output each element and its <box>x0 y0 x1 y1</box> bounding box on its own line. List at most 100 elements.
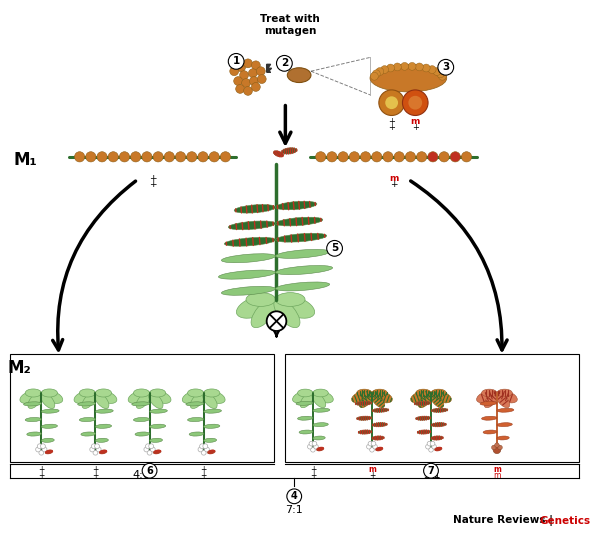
Circle shape <box>236 63 245 72</box>
Circle shape <box>257 75 266 83</box>
Circle shape <box>429 448 433 452</box>
Ellipse shape <box>287 68 311 82</box>
Circle shape <box>277 55 292 71</box>
Text: m: m <box>493 465 501 474</box>
Circle shape <box>406 152 416 162</box>
Circle shape <box>250 76 259 86</box>
Text: m: m <box>368 465 376 474</box>
Circle shape <box>234 76 242 86</box>
Ellipse shape <box>352 391 372 403</box>
Ellipse shape <box>186 402 203 406</box>
Text: Nature Reviews |: Nature Reviews | <box>452 515 556 526</box>
Circle shape <box>338 152 348 162</box>
Ellipse shape <box>313 391 333 403</box>
Circle shape <box>244 59 253 68</box>
Ellipse shape <box>275 266 332 274</box>
Circle shape <box>256 67 265 76</box>
Ellipse shape <box>476 391 497 403</box>
Ellipse shape <box>372 408 389 412</box>
Circle shape <box>380 66 389 74</box>
Ellipse shape <box>149 438 163 442</box>
Circle shape <box>144 447 149 452</box>
Ellipse shape <box>370 65 447 92</box>
Text: +: + <box>428 471 434 480</box>
Ellipse shape <box>416 389 431 397</box>
Circle shape <box>287 489 302 504</box>
Circle shape <box>86 152 96 162</box>
Ellipse shape <box>133 389 149 397</box>
Ellipse shape <box>94 392 109 408</box>
Text: +: + <box>390 180 397 189</box>
Circle shape <box>385 96 398 109</box>
Ellipse shape <box>483 430 497 434</box>
Circle shape <box>427 441 432 446</box>
Circle shape <box>349 152 359 162</box>
Circle shape <box>203 444 208 449</box>
Ellipse shape <box>25 417 41 422</box>
Ellipse shape <box>372 436 384 440</box>
Ellipse shape <box>417 430 431 434</box>
Circle shape <box>424 463 439 478</box>
Ellipse shape <box>313 436 325 440</box>
Circle shape <box>251 82 260 91</box>
Ellipse shape <box>356 416 372 420</box>
Circle shape <box>91 444 96 449</box>
Text: Treat with: Treat with <box>260 14 320 24</box>
Ellipse shape <box>236 295 276 318</box>
Circle shape <box>131 152 141 162</box>
Ellipse shape <box>41 389 58 397</box>
Text: 3:1: 3:1 <box>423 470 441 480</box>
Circle shape <box>312 441 317 446</box>
Circle shape <box>373 70 380 77</box>
Ellipse shape <box>95 409 113 413</box>
Circle shape <box>251 61 260 70</box>
Circle shape <box>493 446 501 454</box>
Circle shape <box>409 96 422 110</box>
Circle shape <box>142 152 152 162</box>
Ellipse shape <box>359 392 373 408</box>
Text: 3: 3 <box>442 62 449 72</box>
FancyBboxPatch shape <box>10 353 274 462</box>
Text: +: + <box>146 465 153 474</box>
Circle shape <box>373 444 377 449</box>
Ellipse shape <box>275 201 317 210</box>
Ellipse shape <box>74 390 95 404</box>
Ellipse shape <box>221 286 275 295</box>
Circle shape <box>37 444 42 449</box>
Ellipse shape <box>497 423 512 427</box>
FancyBboxPatch shape <box>286 353 578 462</box>
Ellipse shape <box>149 389 166 397</box>
Ellipse shape <box>149 424 166 428</box>
Text: 6: 6 <box>146 466 153 476</box>
Circle shape <box>498 445 502 450</box>
Circle shape <box>230 67 239 76</box>
Circle shape <box>147 450 152 455</box>
Ellipse shape <box>79 389 95 397</box>
Circle shape <box>41 444 46 449</box>
Circle shape <box>153 152 163 162</box>
Ellipse shape <box>95 438 109 442</box>
Circle shape <box>151 447 155 452</box>
Text: 7:1: 7:1 <box>286 505 303 515</box>
Text: m: m <box>389 174 398 182</box>
Text: +: + <box>38 465 44 474</box>
Ellipse shape <box>358 430 372 434</box>
Ellipse shape <box>293 391 313 403</box>
Ellipse shape <box>203 389 220 397</box>
Text: m: m <box>427 465 435 474</box>
Circle shape <box>309 441 314 446</box>
Ellipse shape <box>275 217 323 226</box>
Ellipse shape <box>312 392 326 408</box>
Circle shape <box>367 444 371 449</box>
Circle shape <box>371 152 382 162</box>
Text: Genetics: Genetics <box>539 516 590 526</box>
Circle shape <box>403 90 428 116</box>
Circle shape <box>408 62 416 70</box>
Ellipse shape <box>149 390 171 404</box>
Circle shape <box>450 152 460 162</box>
Ellipse shape <box>376 447 383 451</box>
Text: m: m <box>493 471 500 480</box>
Circle shape <box>205 447 209 452</box>
Ellipse shape <box>251 299 277 328</box>
Circle shape <box>242 79 250 88</box>
